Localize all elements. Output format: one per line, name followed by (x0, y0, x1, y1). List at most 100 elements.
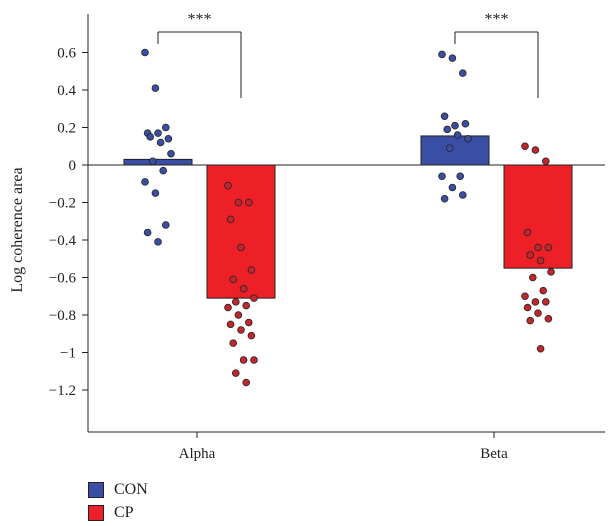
data-point-con (445, 144, 454, 152)
data-point-con (456, 172, 465, 181)
data-point-con (159, 166, 168, 175)
data-point-cp (232, 369, 240, 377)
data-point-con (146, 133, 155, 141)
data-point-con (154, 129, 162, 137)
data-point-cp (239, 284, 248, 293)
data-point-con (461, 119, 470, 128)
data-point-cp (242, 378, 251, 387)
data-point-con (151, 84, 160, 92)
data-point-con (464, 134, 472, 143)
bar-cp-alpha (206, 164, 276, 299)
data-point-con (154, 238, 162, 246)
x-tick-label: Beta (480, 446, 508, 462)
significance-label: *** (188, 11, 212, 28)
data-point-cp (544, 314, 553, 323)
data-point-con (164, 134, 173, 143)
data-point-cp (237, 243, 245, 252)
data-point-cp (229, 339, 238, 347)
data-point-con (438, 172, 446, 181)
data-point-cp (523, 228, 532, 237)
data-point-cp (531, 146, 540, 154)
data-point-cp (531, 298, 540, 306)
y-tick-label: −0.6 (49, 271, 77, 287)
data-point-con (149, 157, 157, 166)
data-point-con (438, 50, 446, 59)
data-point-con (162, 123, 170, 132)
data-point-con (448, 183, 457, 192)
data-point-cp (534, 309, 542, 317)
legend-swatch-con (88, 482, 104, 498)
significance-layer: *** *** (157, 11, 539, 98)
data-point-con (141, 178, 149, 186)
data-point-cp (232, 298, 240, 306)
bar-cp-beta (503, 164, 573, 269)
y-tick-label: 0.2 (57, 121, 76, 137)
y-axis-title: Log coherence area (9, 167, 26, 292)
legend-label-con: CON (114, 481, 148, 498)
y-tick-label: 0.6 (57, 46, 76, 62)
data-point-con (162, 221, 170, 229)
y-tick-label: −0.4 (49, 233, 77, 249)
y-tick-label: −1.2 (49, 383, 76, 399)
data-point-con (458, 69, 467, 77)
data-point-con (451, 121, 459, 130)
data-point-con (141, 48, 149, 57)
points-layer (141, 48, 555, 387)
data-point-cp (521, 292, 529, 301)
bar-chart: −1.2 −1 −0.8 −0.6 −0.4 −0.2 0 0.2 0.4 0.6 Alpha Bet… (9, 11, 605, 462)
data-point-cp (245, 318, 253, 327)
data-point-cp (526, 251, 534, 259)
data-point-cp (521, 142, 529, 151)
data-point-cp (539, 286, 547, 295)
data-point-cp (242, 301, 251, 310)
data-point-cp (541, 157, 550, 166)
data-point-cp (536, 344, 545, 353)
legend-item-con: CON (88, 480, 148, 500)
data-point-cp (226, 320, 235, 329)
data-point-cp (245, 198, 253, 207)
data-point-cp (250, 294, 258, 302)
data-point-cp (224, 181, 232, 190)
data-point-con (143, 228, 152, 237)
data-point-con (167, 149, 175, 158)
significance-label: *** (485, 11, 509, 28)
data-point-cp (526, 316, 534, 325)
data-point-con (443, 125, 452, 134)
bar-con-alpha (123, 158, 193, 166)
data-point-con (458, 191, 467, 199)
data-point-cp (544, 243, 553, 252)
data-point-cp (226, 215, 235, 224)
data-point-con (151, 189, 160, 197)
data-point-cp (239, 356, 248, 364)
bar-con-beta (420, 135, 490, 166)
data-point-cp (534, 243, 542, 252)
data-point-cp (547, 268, 555, 276)
y-tick-label: 0.4 (57, 83, 76, 99)
data-point-con (453, 131, 462, 139)
bars-layer (123, 135, 573, 299)
data-point-cp (229, 275, 238, 284)
legend-label-cp: CP (114, 504, 134, 521)
legend: CON CP (88, 480, 148, 526)
data-point-con (440, 112, 449, 121)
y-tick-label: 0 (69, 158, 77, 174)
y-tick-label: −1 (60, 346, 76, 362)
data-point-cp (234, 198, 243, 207)
data-point-cp (536, 256, 545, 265)
data-point-cp (234, 311, 243, 319)
data-point-cp (528, 273, 537, 282)
data-point-cp (224, 303, 232, 312)
x-tick-label: Alpha (179, 446, 216, 462)
legend-swatch-cp (88, 505, 104, 521)
data-point-con (440, 194, 449, 203)
data-point-cp (523, 303, 532, 312)
y-tick-label: −0.2 (49, 196, 76, 212)
data-point-con (448, 54, 457, 62)
axes-layer: −1.2 −1 −0.8 −0.6 −0.4 −0.2 0 0.2 0.4 0.6 Alpha Bet… (49, 14, 605, 462)
data-point-cp (247, 331, 256, 340)
data-point-cp (250, 356, 258, 364)
legend-item-cp: CP (88, 503, 148, 523)
data-point-cp (237, 326, 245, 334)
data-point-cp (541, 298, 550, 306)
data-point-cp (247, 266, 256, 274)
